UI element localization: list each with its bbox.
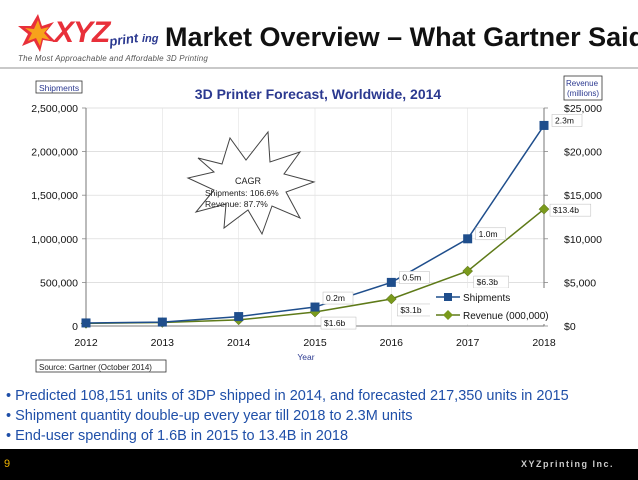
- legend-revenue-marker: [443, 310, 453, 320]
- svg-text:print: print: [107, 30, 139, 49]
- y-axis-label: Shipments: [39, 83, 79, 93]
- svg-text:ing: ing: [142, 33, 159, 45]
- revenue-point: [538, 203, 550, 215]
- page-title: Market Overview – What Gartner Said: [165, 22, 638, 52]
- revenue-data-label: $13.4b: [553, 205, 579, 215]
- cagr-shipments: Shipments: 106.6%: [205, 188, 279, 198]
- legend-revenue: Revenue (000,000): [463, 311, 549, 322]
- page-number: 9: [4, 458, 11, 470]
- revenue-point: [385, 293, 397, 305]
- revenue-label-box: [320, 316, 357, 330]
- header-divider: [0, 67, 638, 69]
- cagr-annotation: CAGR Shipments: 106.6% Revenue: 87.7%: [186, 130, 316, 236]
- svg-text:XYZ: XYZ: [52, 16, 112, 49]
- source-box: [35, 359, 167, 373]
- slide-header: XYZ print ing The Most Approachable and …: [0, 0, 638, 69]
- shipments-data-label: 0.5m: [402, 272, 421, 282]
- revenue-data-label: $1.6b: [324, 318, 346, 328]
- left-tick-label: 1,500,000: [31, 190, 78, 202]
- x-tick-label: 2015: [303, 337, 327, 349]
- shipments-point: [234, 312, 244, 322]
- legend-shipments: Shipments: [463, 293, 510, 304]
- footer-brand: XYZprinting Inc.: [521, 459, 614, 469]
- chart-legend: Shipments Revenue (000,000): [430, 288, 549, 324]
- revenue-point: [462, 265, 474, 277]
- shipments-label-box: [475, 227, 506, 241]
- shipments-point: [463, 234, 473, 244]
- shipments-point: [539, 120, 549, 130]
- left-tick-label: 500,000: [40, 277, 78, 289]
- x-tick-label: 2017: [456, 337, 480, 349]
- xyzprinting-logo: XYZ print ing: [18, 14, 159, 52]
- shipments-data-label: 2.3m: [555, 115, 574, 125]
- shipments-point: [81, 318, 91, 328]
- shipments-label-box: [322, 291, 354, 305]
- shipments-point: [386, 277, 396, 287]
- shipments-label-box: [399, 271, 430, 284]
- cagr-revenue: Revenue: 87.7%: [205, 199, 268, 209]
- shipments-point: [157, 317, 167, 327]
- footer-bar: 9 XYZprinting Inc.: [0, 449, 638, 480]
- x-tick-label: 2014: [227, 337, 251, 349]
- right-tick-label: $0: [564, 321, 576, 333]
- bullet-item: • Predicted 108,151 units of 3DP shipped…: [6, 388, 569, 404]
- right-axis-label-unit: (millions): [567, 89, 599, 98]
- tagline: The Most Approachable and Affordable 3D …: [18, 54, 209, 63]
- bullet-item: • Shipment quantity double-up every year…: [6, 408, 413, 424]
- forecast-chart: 3D Printer Forecast, Worldwide, 2014 Shi…: [0, 72, 638, 382]
- right-axis-label: Revenue (millions): [563, 75, 603, 101]
- revenue-data-label: $6.3b: [477, 277, 499, 287]
- bullet-item: • End-user spending of 1.6B in 2015 to 1…: [6, 428, 349, 444]
- left-tick-label: 0: [72, 321, 78, 333]
- logo-star-icon: [18, 14, 56, 52]
- x-tick-label: 2016: [380, 337, 404, 349]
- bullet-list: • Predicted 108,151 units of 3DP shipped…: [6, 386, 636, 446]
- right-axis-ticks: $0 $5,000 $10,000 $15,000 $20,000 $25,000: [544, 103, 602, 333]
- shipments-point: [310, 302, 320, 312]
- chart-source: Source: Gartner (October 2014): [39, 363, 152, 372]
- right-tick-label: $15,000: [564, 190, 602, 202]
- x-axis-ticks: 2012 2013 2014 2015 2016 2017 2018: [74, 337, 556, 349]
- shipments-data-label: 0.2m: [326, 293, 345, 303]
- left-tick-label: 2,500,000: [31, 103, 78, 115]
- chart-background: [0, 72, 638, 382]
- right-tick-label: $25,000: [564, 103, 602, 115]
- cagr-title: CAGR: [235, 176, 262, 186]
- shipments-label-box: [551, 114, 583, 127]
- left-tick-label: 1,000,000: [31, 234, 78, 246]
- right-tick-label: $5,000: [564, 277, 596, 289]
- x-tick-label: 2013: [151, 337, 175, 349]
- shipments-series: 0.2m 0.5m 1.0m 2.3m: [81, 114, 583, 328]
- x-tick-label: 2018: [532, 337, 556, 349]
- legend-shipments-marker: [444, 293, 452, 301]
- shipments-data-label: 1.0m: [479, 229, 498, 239]
- right-axis-label-text: Revenue: [566, 79, 599, 88]
- right-tick-label: $20,000: [564, 147, 602, 159]
- right-tick-label: $10,000: [564, 234, 602, 246]
- x-axis-label: Year: [297, 352, 314, 362]
- revenue-data-label: $3.1b: [400, 305, 422, 315]
- left-tick-label: 2,000,000: [31, 147, 78, 159]
- revenue-label-box: [549, 203, 592, 217]
- x-tick-label: 2012: [74, 337, 98, 349]
- chart-title: 3D Printer Forecast, Worldwide, 2014: [195, 86, 442, 102]
- left-axis-ticks: 0 500,000 1,000,000 1,500,000 2,000,000 2,500…: [31, 103, 86, 333]
- left-axis-label-box: [35, 80, 83, 94]
